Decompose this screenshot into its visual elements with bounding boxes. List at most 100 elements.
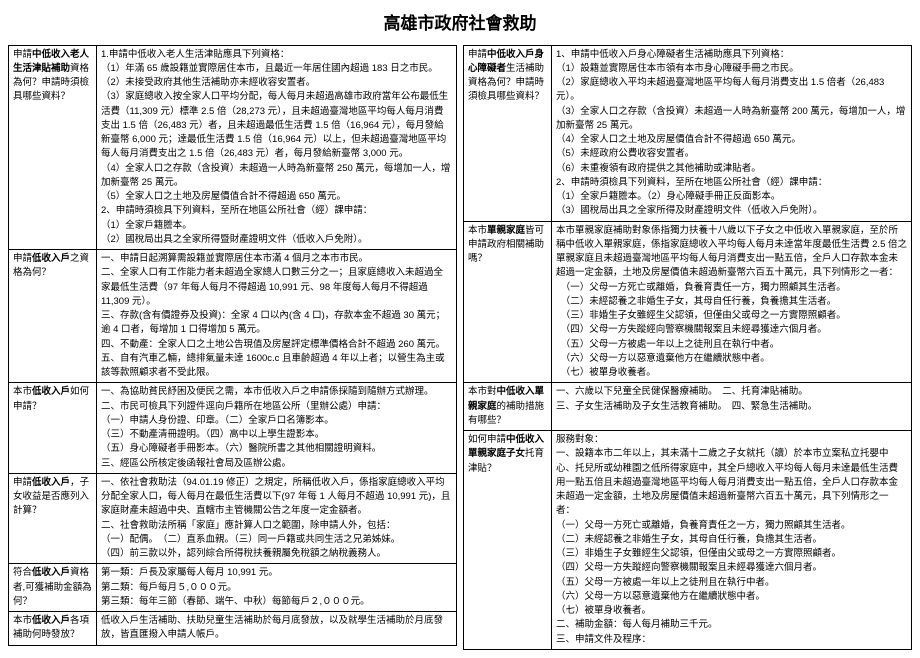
answer-line: 一、為協助貧民紓困及便民之需，本市低收入戶之申請係採隨到隨辦方式辦理。 [101,385,452,399]
answer-line: 四、不動產：全家人口之土地公告現值及房屋評定標準價格合計不超過 260 萬元。 [101,338,452,352]
question-segment: 低收入戶 [32,615,70,626]
answer-line: （五）父母一方被處一年以上之徒刑且在執行中者。 [556,576,907,590]
question-segment: 符合 [13,567,32,578]
answer-cell: 本市單親家庭補助對象係指獨力扶養十八歲以下子女之中低收入單親家庭，至於所稱中低收… [552,221,912,383]
answer-line: 二、社會救助法所稱「家庭」應計算人口之範圍，除申請人外，包括： [101,519,452,533]
question-cell: 符合低收入戶資格者,可獲補助金額為何？ [9,564,97,612]
answer-line: （4）全家人口之土地及房屋價值合計不得超過 650 萬元。 [556,133,907,147]
answer-line: （1）全家戶籍謄本。 [101,219,452,233]
answer-cell: 服務對象：一、設籍本市二年以上，其未滿十二歲之子女就托（讀）於本市立案私立托嬰中… [552,431,912,650]
answer-line: （六）父母一方以惡意遺棄他方在繼續狀態中者。 [556,590,907,604]
answer-line: 三、申請文件及程序： [556,633,907,647]
answer-line: （七）被單身收養者。 [556,604,907,618]
answer-line: 二、全家人口有工作能力者未超過全家總人口數三分之一；且家庭總收入未超過全家最低生… [101,266,452,309]
question-segment: 申請 [13,477,32,488]
answer-line: （3）全家人口之存款（含投資）未超過一人時為新臺幣 200 萬元，每增加一人，增… [556,105,907,134]
answer-line: 低收入戶生活補助、扶助兒童生活補助於每月底發放，以及就學生活補助於月底發放，皆直… [101,614,452,643]
question-segment: 如何申請 [468,434,506,445]
answer-line: （2）未接受政府其他生活補助亦未經收容安置者。 [101,76,452,90]
answer-line: （六）父母一方以惡意遺棄他方在繼續狀態中者。 [556,352,907,366]
answer-line: 第一類：戶長及家屬每人每月 10,991 元。 [101,566,452,580]
answer-line: （3）國稅局出具之全家所得及財產證明文件（低收入戶免附）。 [556,204,907,218]
answer-line: （五）身心障礙者手冊影本。（六）醫院所書之其他相關證明資料。 [101,442,452,456]
answer-line: （3）家庭總收入按全家人口平均分配，每人每月未超過高雄市政府當年公布最低生活費（… [101,90,452,161]
question-segment: 本市 [468,225,487,236]
answer-line: （二）未經認養之非婚生子女，其母自任行養，負養擔其生活者。 [556,295,907,309]
answer-line: （三）不動產清冊證明。（四）高中以上學生證影本。 [101,428,452,442]
answer-line: 2、申請時須檢具下列資料，至所在地區公所社會（經）課申請： [556,176,907,190]
answer-line: （四）父母一方失蹤經向警察機關報案且未經尋獲達六個月者。 [556,561,907,575]
answer-cell: 1.申請中低收入老人生活津貼應具下列資格：（1）年滿 65 歲設籍並實際居住本市… [97,45,457,250]
question-segment: 申請 [13,49,32,60]
question-segment: 申請 [468,49,487,60]
question-segment: 低收入戶 [32,386,70,397]
answer-cell: 一、申請日起溯算需設籍並實際居住本市滿 4 個月之本市市民。二、全家人口有工作能… [97,250,457,383]
question-cell: 本市對中低收入單親家庭的補助措施有哪些？ [464,383,552,431]
question-cell: 申請低收入戶，子女收益是否應列入計算？ [9,473,97,564]
answer-line: （5）全家人口之土地及房屋價值合計不得超過 650 萬元。 [101,190,452,204]
answer-cell: 低收入戶生活補助、扶助兒童生活補助於每月底發放，以及就學生活補助於月底發放，皆直… [97,612,457,646]
question-cell: 申請中低收入老人生活津貼補助資格為何？申請時須檢具哪些資料？ [9,45,97,250]
answer-cell: 一、六歲以下兒童全民健保醫療補助。 二、托育津貼補助。三、子女生活補助及子女生活… [552,383,912,431]
question-cell: 申請中低收入戶身心障礙者生活補助資格為何？申請時須檢具哪些資料？ [464,45,552,221]
question-segment: 本市 [13,386,32,397]
answer-cell: 一、為協助貧民紓困及便民之需，本市低收入戶之申請係採隨到隨辦方式辦理。二、市民可… [97,383,457,474]
two-column-layout: 申請中低收入老人生活津貼補助資格為何？申請時須檢具哪些資料？1.申請中低收入老人… [8,45,912,650]
answer-line: 一、依社會救助法（94.01.19 修正）之規定，所稱低收入戶，係指家庭總收入平… [101,476,452,519]
answer-line: （七）被單身收養者。 [556,366,907,380]
answer-line: 2、申請時須檢具下列資料，至所在地區公所社會（經）課申請： [101,204,452,218]
answer-line: 服務對象： [556,433,907,447]
answer-line: 1、申請中低收入戶身心障礙者生活補助應具下列資格： [556,48,907,62]
question-cell: 本市低收入戶如何申請？ [9,383,97,474]
right-table: 申請中低收入戶身心障礙者生活補助資格為何？申請時須檢具哪些資料？1、申請中低收入… [463,45,912,650]
answer-line: （1）年滿 65 歲設籍並實際居住本市，且最近一年居住國內超過 183 日之市民… [101,62,452,76]
answer-line: 三、存款(含有價證券及投資)：全家 4 口以內(含 4 口)，存款本金不超過 3… [101,309,452,338]
answer-line: （2）國稅局出具之全家所得暨財產證明文件（低收入戶免附）。 [101,233,452,247]
answer-line: （5）未經政府公費收容安置者。 [556,147,907,161]
answer-line: 三、經區公所核定後函報社會局及區辦公處。 [101,457,452,471]
answer-line: （一）父母一方死亡或離婚，負養育責任一方，獨力照顧其生活者。 [556,281,907,295]
answer-line: （四）前三款以外，認列綜合所得稅扶養親屬免稅額之納稅義務人。 [101,547,452,561]
page-title: 高雄市政府社會救助 [8,12,912,37]
answer-line: （一）配偶。 （二）直系血親。（三）同一戶籍或共同生活之兄弟姊妹。 [101,533,452,547]
answer-line: （4）全家人口之存款（含投資）未超過一人時為新臺幣 250 萬元，每增加一人，增… [101,162,452,191]
answer-line: 第二類：每戶每月５,０００元。 [101,581,452,595]
question-segment: 低收入戶 [32,477,70,488]
question-segment: 申請 [13,253,32,264]
right-column: 申請中低收入戶身心障礙者生活補助資格為何？申請時須檢具哪些資料？1、申請中低收入… [463,45,912,650]
answer-line: 三、子女生活補助及子女生活教育補助。 四、緊急生活補助。 [556,400,907,414]
question-segment: 本市對 [468,386,497,397]
answer-line: 一、設籍本市二年以上，其未滿十二歲之子女就托（讀）於本市立案私立托嬰中心、托兒所… [556,447,907,518]
answer-line: （1）設籍並實際居住本市領有本市身心障礙手冊之市民。 [556,62,907,76]
question-cell: 本市低收入戶各項補助何時發放？ [9,612,97,646]
answer-line: （四）父母一方失蹤經向警察機關報案且未經尋獲達六個月者。 [556,323,907,337]
answer-line: 二、市民可檢具下列證件逕向戶籍所在地區公所（里辦公處）申請： [101,400,452,414]
question-segment: 低收入戶 [32,253,70,264]
question-segment: 本市 [13,615,32,626]
left-column: 申請中低收入老人生活津貼補助資格為何？申請時須檢具哪些資料？1.申請中低收入老人… [8,45,457,650]
answer-line: （三）非婚生子女雖經生父認領，但僅由父或母之一方實際照顧者。 [556,547,907,561]
answer-line: 二、補助金額：每人每月補助三千元。 [556,618,907,632]
answer-line: （6）未重複領有政府提供之其他補助或津貼者。 [556,162,907,176]
answer-line: （一）申請人身份證、印章。（二）全家戶口名簿影本。 [101,414,452,428]
answer-cell: 第一類：戶長及家屬每人每月 10,991 元。第二類：每戶每月５,０００元。第三… [97,564,457,612]
question-segment: 低收入戶 [32,567,70,578]
answer-line: 第三類：每年三節（春節、端午、中秋）每節每戶２,０００元。 [101,595,452,609]
answer-line: （二）未經認養之非婚生子女，其母自任行養，負擔其生活者。 [556,533,907,547]
question-segment: 單親家庭 [487,225,525,236]
answer-line: 本市單親家庭補助對象係指獨力扶養十八歲以下子女之中低收入單親家庭，至於所稱中低收… [556,224,907,281]
answer-line: （五）父母一方被處一年以上之徒刑且在執行中者。 [556,338,907,352]
question-cell: 本市單親家庭皆可申請政府相關補助嗎？ [464,221,552,383]
answer-line: （一）父母一方死亡或離婚，負養育責任之一方，獨力照顧其生活者。 [556,519,907,533]
question-cell: 申請低收入戶之資格為何？ [9,250,97,383]
answer-line: （2）家庭總收入平均未超過臺灣地區平均每人每月消費支出 1.5 倍者（26,48… [556,76,907,105]
answer-line: 一、六歲以下兒童全民健保醫療補助。 二、托育津貼補助。 [556,385,907,399]
answer-line: 1.申請中低收入老人生活津貼應具下列資格： [101,48,452,62]
answer-cell: 一、依社會救助法（94.01.19 修正）之規定，所稱低收入戶，係指家庭總收入平… [97,473,457,564]
left-table: 申請中低收入老人生活津貼補助資格為何？申請時須檢具哪些資料？1.申請中低收入老人… [8,45,457,646]
answer-cell: 1、申請中低收入戶身心障礙者生活補助應具下列資格：（1）設籍並實際居住本市領有本… [552,45,912,221]
answer-line: （三）非婚生子女雖經生父認領，但僅由父或母之一方實際照顧者。 [556,309,907,323]
answer-line: （1）全家戶籍謄本。（2）身心障礙手冊正反面影本。 [556,190,907,204]
answer-line: 一、申請日起溯算需設籍並實際居住本市滿 4 個月之本市市民。 [101,252,452,266]
question-cell: 如何申請中低收入單親家庭子女托育津貼？ [464,431,552,650]
